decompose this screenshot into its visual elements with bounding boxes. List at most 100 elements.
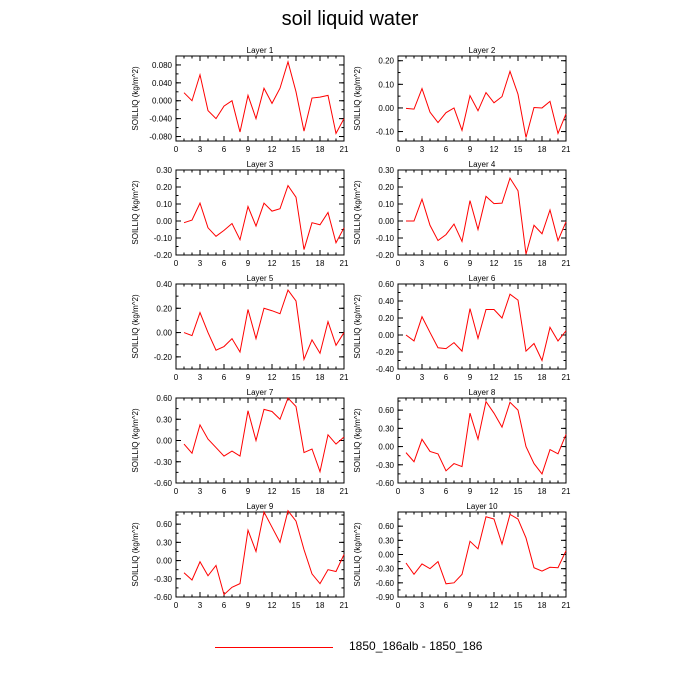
- x-tick-label: 6: [222, 601, 227, 610]
- x-tick-label: 6: [222, 145, 227, 154]
- y-tick-label: 0.00: [156, 557, 172, 566]
- y-tick-label: 0.10: [156, 200, 172, 209]
- y-tick-label: 0.20: [378, 57, 394, 66]
- legend-label: 1850_186alb - 1850_186: [349, 639, 483, 653]
- panel-6: Layer 6 SOILLIQ (kg/m^2) 0 3 6 9 12 15 18 21 -0.40…: [353, 274, 571, 382]
- x-tick-label: 21: [562, 145, 571, 154]
- x-tick-label: 3: [420, 259, 425, 268]
- y-tick-label: -0.30: [154, 458, 173, 467]
- x-tick-label: 3: [198, 259, 203, 268]
- panel-title: Layer 5: [247, 274, 274, 283]
- y-tick-label: -0.30: [376, 565, 395, 574]
- y-tick-label: -0.30: [154, 575, 173, 584]
- y-axis-label: SOILLIQ (kg/m^2): [131, 522, 140, 587]
- y-tick-label: 0.00: [378, 217, 394, 226]
- series-line: [406, 176, 567, 255]
- x-tick-label: 15: [292, 145, 301, 154]
- x-tick-label: 12: [268, 601, 277, 610]
- series-line: [405, 513, 567, 585]
- x-tick-label: 15: [514, 259, 523, 268]
- y-tick-label: -0.60: [376, 579, 395, 588]
- panel-title: Layer 4: [469, 160, 496, 169]
- x-tick-label: 3: [420, 487, 425, 496]
- y-tick-label: -0.90: [376, 593, 395, 602]
- x-tick-label: 3: [420, 601, 425, 610]
- x-tick-label: 21: [340, 145, 349, 154]
- y-tick-label: -0.20: [154, 353, 173, 362]
- y-tick-label: -0.10: [376, 128, 395, 137]
- plot-frame: [397, 55, 567, 142]
- x-tick-label: 21: [562, 487, 571, 496]
- x-tick-label: 21: [340, 487, 349, 496]
- y-tick-label: 0.40: [378, 297, 394, 306]
- x-tick-label: 0: [174, 145, 179, 154]
- plot-frame: [397, 397, 567, 484]
- x-tick-label: 3: [420, 373, 425, 382]
- x-tick-label: 0: [174, 487, 179, 496]
- x-tick-label: 3: [198, 373, 203, 382]
- y-axis-label: SOILLIQ (kg/m^2): [131, 294, 140, 359]
- x-tick-label: 0: [396, 373, 401, 382]
- x-tick-label: 6: [444, 487, 449, 496]
- x-tick-label: 18: [538, 373, 547, 382]
- x-tick-label: 6: [222, 373, 227, 382]
- y-tick-label: 0.20: [378, 183, 394, 192]
- series-line: [405, 400, 567, 475]
- x-tick-label: 6: [444, 373, 449, 382]
- y-tick-label: -0.30: [376, 461, 395, 470]
- y-tick-label: 0.20: [156, 304, 172, 313]
- x-tick-label: 18: [538, 145, 547, 154]
- x-tick-label: 0: [396, 601, 401, 610]
- series-line: [183, 509, 345, 596]
- page-title: soil liquid water: [281, 8, 419, 30]
- panel-10: Layer 10 SOILLIQ (kg/m^2) 0 3 6 9 12 15 18 21 -0.9…: [353, 502, 571, 610]
- x-tick-label: 18: [538, 601, 547, 610]
- x-tick-label: 0: [396, 259, 401, 268]
- series-line: [183, 397, 345, 474]
- y-tick-label: 0.080: [152, 61, 173, 70]
- x-tick-label: 3: [420, 145, 425, 154]
- panel-4: Layer 4 SOILLIQ (kg/m^2) 0 3 6 9 12 15 18 21 -0.20…: [353, 160, 571, 268]
- panel-title: Layer 7: [247, 388, 274, 397]
- x-tick-label: 6: [444, 145, 449, 154]
- y-axis-label: SOILLIQ (kg/m^2): [353, 180, 362, 245]
- x-tick-label: 12: [268, 373, 277, 382]
- panel-title: Layer 2: [469, 46, 496, 55]
- x-tick-label: 21: [340, 259, 349, 268]
- x-tick-label: 9: [468, 259, 473, 268]
- y-axis-label: SOILLIQ (kg/m^2): [353, 522, 362, 587]
- y-tick-label: 0.60: [378, 406, 394, 415]
- panel-title: Layer 8: [469, 388, 496, 397]
- x-tick-label: 0: [174, 259, 179, 268]
- y-tick-label: -0.10: [376, 234, 395, 243]
- y-tick-label: 0.10: [378, 80, 394, 89]
- plot-frame: [175, 397, 345, 484]
- panel-5: Layer 5 SOILLIQ (kg/m^2) 0 3 6 9 12 15 18 21 -0.20…: [131, 274, 349, 382]
- plot-frame: [175, 55, 345, 142]
- x-tick-label: 9: [468, 373, 473, 382]
- y-tick-label: 0.00: [378, 331, 394, 340]
- x-tick-label: 18: [316, 145, 325, 154]
- y-tick-label: 0.00: [156, 437, 172, 446]
- x-tick-label: 18: [316, 601, 325, 610]
- y-tick-label: -0.60: [154, 593, 173, 602]
- x-tick-label: 21: [562, 259, 571, 268]
- panel-title: Layer 1: [247, 46, 274, 55]
- x-tick-label: 0: [396, 487, 401, 496]
- y-tick-label: 0.040: [152, 79, 173, 88]
- y-tick-label: 0.60: [156, 520, 172, 529]
- y-tick-label: 0.30: [156, 166, 172, 175]
- x-tick-label: 18: [316, 487, 325, 496]
- x-tick-label: 15: [292, 259, 301, 268]
- x-tick-label: 21: [562, 373, 571, 382]
- x-tick-label: 9: [246, 373, 251, 382]
- plot-frame: [175, 169, 345, 256]
- x-tick-label: 21: [562, 601, 571, 610]
- y-tick-label: 0.00: [378, 551, 394, 560]
- y-tick-label: 0.00: [378, 104, 394, 113]
- legend: 1850_186alb - 1850_186: [215, 638, 515, 658]
- panel-title: Layer 3: [247, 160, 274, 169]
- x-tick-label: 9: [468, 601, 473, 610]
